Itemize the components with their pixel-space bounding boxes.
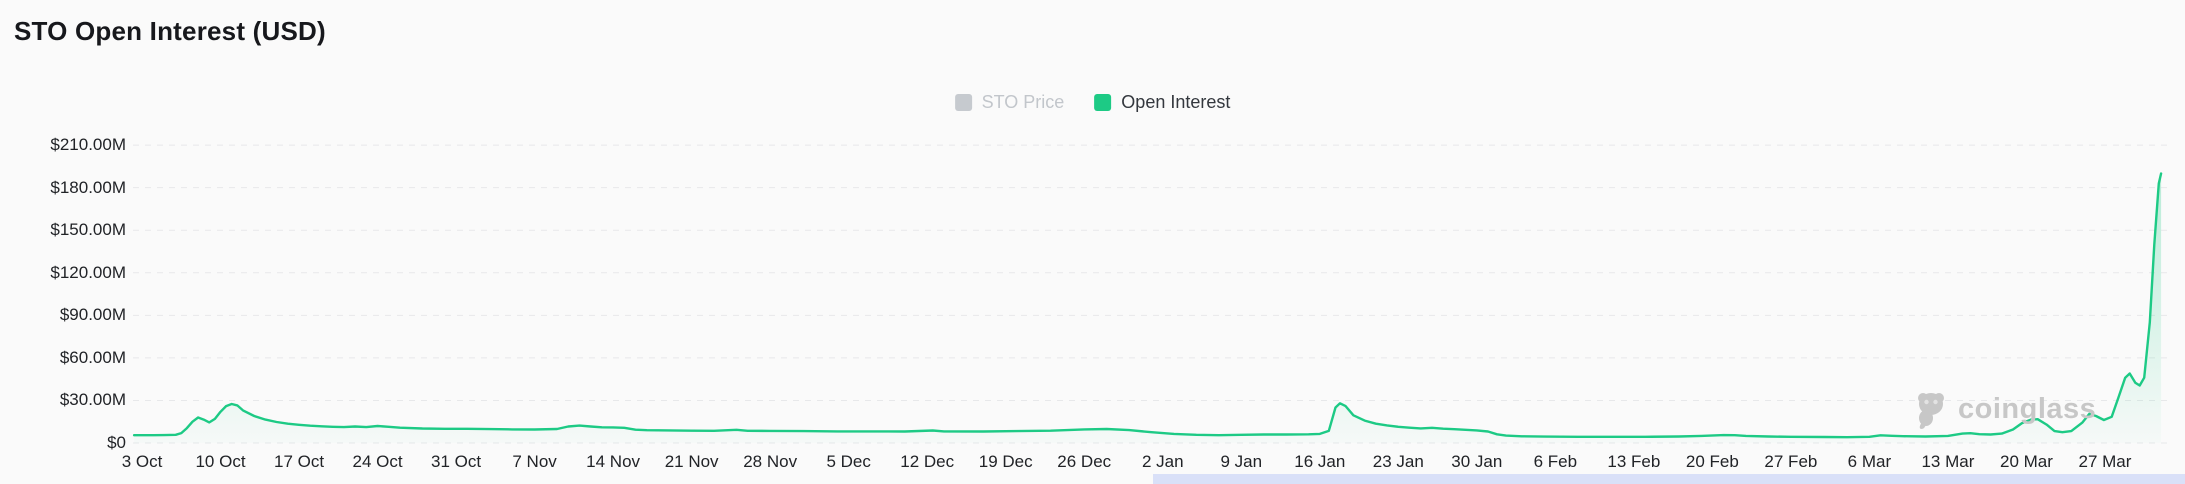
x-axis-label: 9 Jan <box>1220 452 1263 471</box>
x-axis-label: 5 Dec <box>826 452 871 471</box>
x-axis-label: 17 Oct <box>273 452 325 471</box>
coinglass-wordmark: coinglass <box>1958 392 2097 425</box>
y-axis-label: $30.00M <box>59 390 126 410</box>
x-axis-label: 16 Jan <box>1294 452 1346 471</box>
y-axis-label: $120.00M <box>50 262 126 282</box>
x-axis-label: 23 Jan <box>1372 452 1424 471</box>
open-interest-area-fill <box>134 173 2162 443</box>
x-axis-label: 12 Dec <box>900 452 955 471</box>
legend-item-sto-price[interactable]: STO Price <box>954 92 1065 113</box>
watermark: coinglass <box>1912 388 2096 430</box>
x-axis-label: 30 Jan <box>1451 452 1503 471</box>
chart-title: STO Open Interest (USD) <box>14 16 326 46</box>
x-axis-label: 27 Feb <box>1764 452 1818 471</box>
x-axis-label: 3 Oct <box>121 452 163 471</box>
x-axis-label: 14 Nov <box>586 452 641 471</box>
x-axis-label: 27 Mar <box>2078 452 2132 471</box>
x-axis-label: 26 Dec <box>1057 452 1112 471</box>
x-axis-label: 19 Dec <box>978 452 1033 471</box>
x-axis-label: 13 Mar <box>1921 452 1975 471</box>
y-axis-label: $210.00M <box>50 135 126 155</box>
x-axis-label: 7 Nov <box>512 452 557 471</box>
x-axis-label: 2 Jan <box>1141 452 1184 471</box>
x-axis-label: 31 Oct <box>431 452 482 471</box>
gridlines <box>133 144 2170 444</box>
x-axis-label: 24 Oct <box>352 452 403 471</box>
y-axis-label: $60.00M <box>59 347 126 367</box>
coinglass-gorilla-logo-icon <box>1918 393 1944 429</box>
open-interest-swatch-icon <box>1094 94 1112 111</box>
y-axis-label: $180.00M <box>50 177 126 197</box>
x-axis-label: 6 Mar <box>1847 452 1892 471</box>
x-axis-label: 20 Feb <box>1685 452 1739 471</box>
x-axis-label: 20 Mar <box>1999 452 2053 471</box>
sto-price-swatch-icon <box>954 94 972 111</box>
y-axis-label: $150.00M <box>50 220 126 240</box>
x-axis-label: 21 Nov <box>664 452 719 471</box>
horizontal-scrollbar-thumb[interactable] <box>1153 474 2185 484</box>
chart-legend: STO Price Open Interest <box>954 92 1230 113</box>
open-interest-line <box>132 172 2163 439</box>
y-axis-label: $90.00M <box>59 305 126 325</box>
x-axis-label: 13 Feb <box>1607 452 1661 471</box>
x-axis-label: 28 Nov <box>743 452 798 471</box>
y-axis-label: $0 <box>107 433 126 452</box>
legend-label: STO Price <box>981 92 1065 112</box>
x-axis-label: 10 Oct <box>195 452 246 471</box>
legend-item-open-interest[interactable]: Open Interest <box>1094 92 1230 113</box>
legend-label: Open Interest <box>1121 92 1231 112</box>
x-axis-label: 6 Feb <box>1533 452 1578 471</box>
